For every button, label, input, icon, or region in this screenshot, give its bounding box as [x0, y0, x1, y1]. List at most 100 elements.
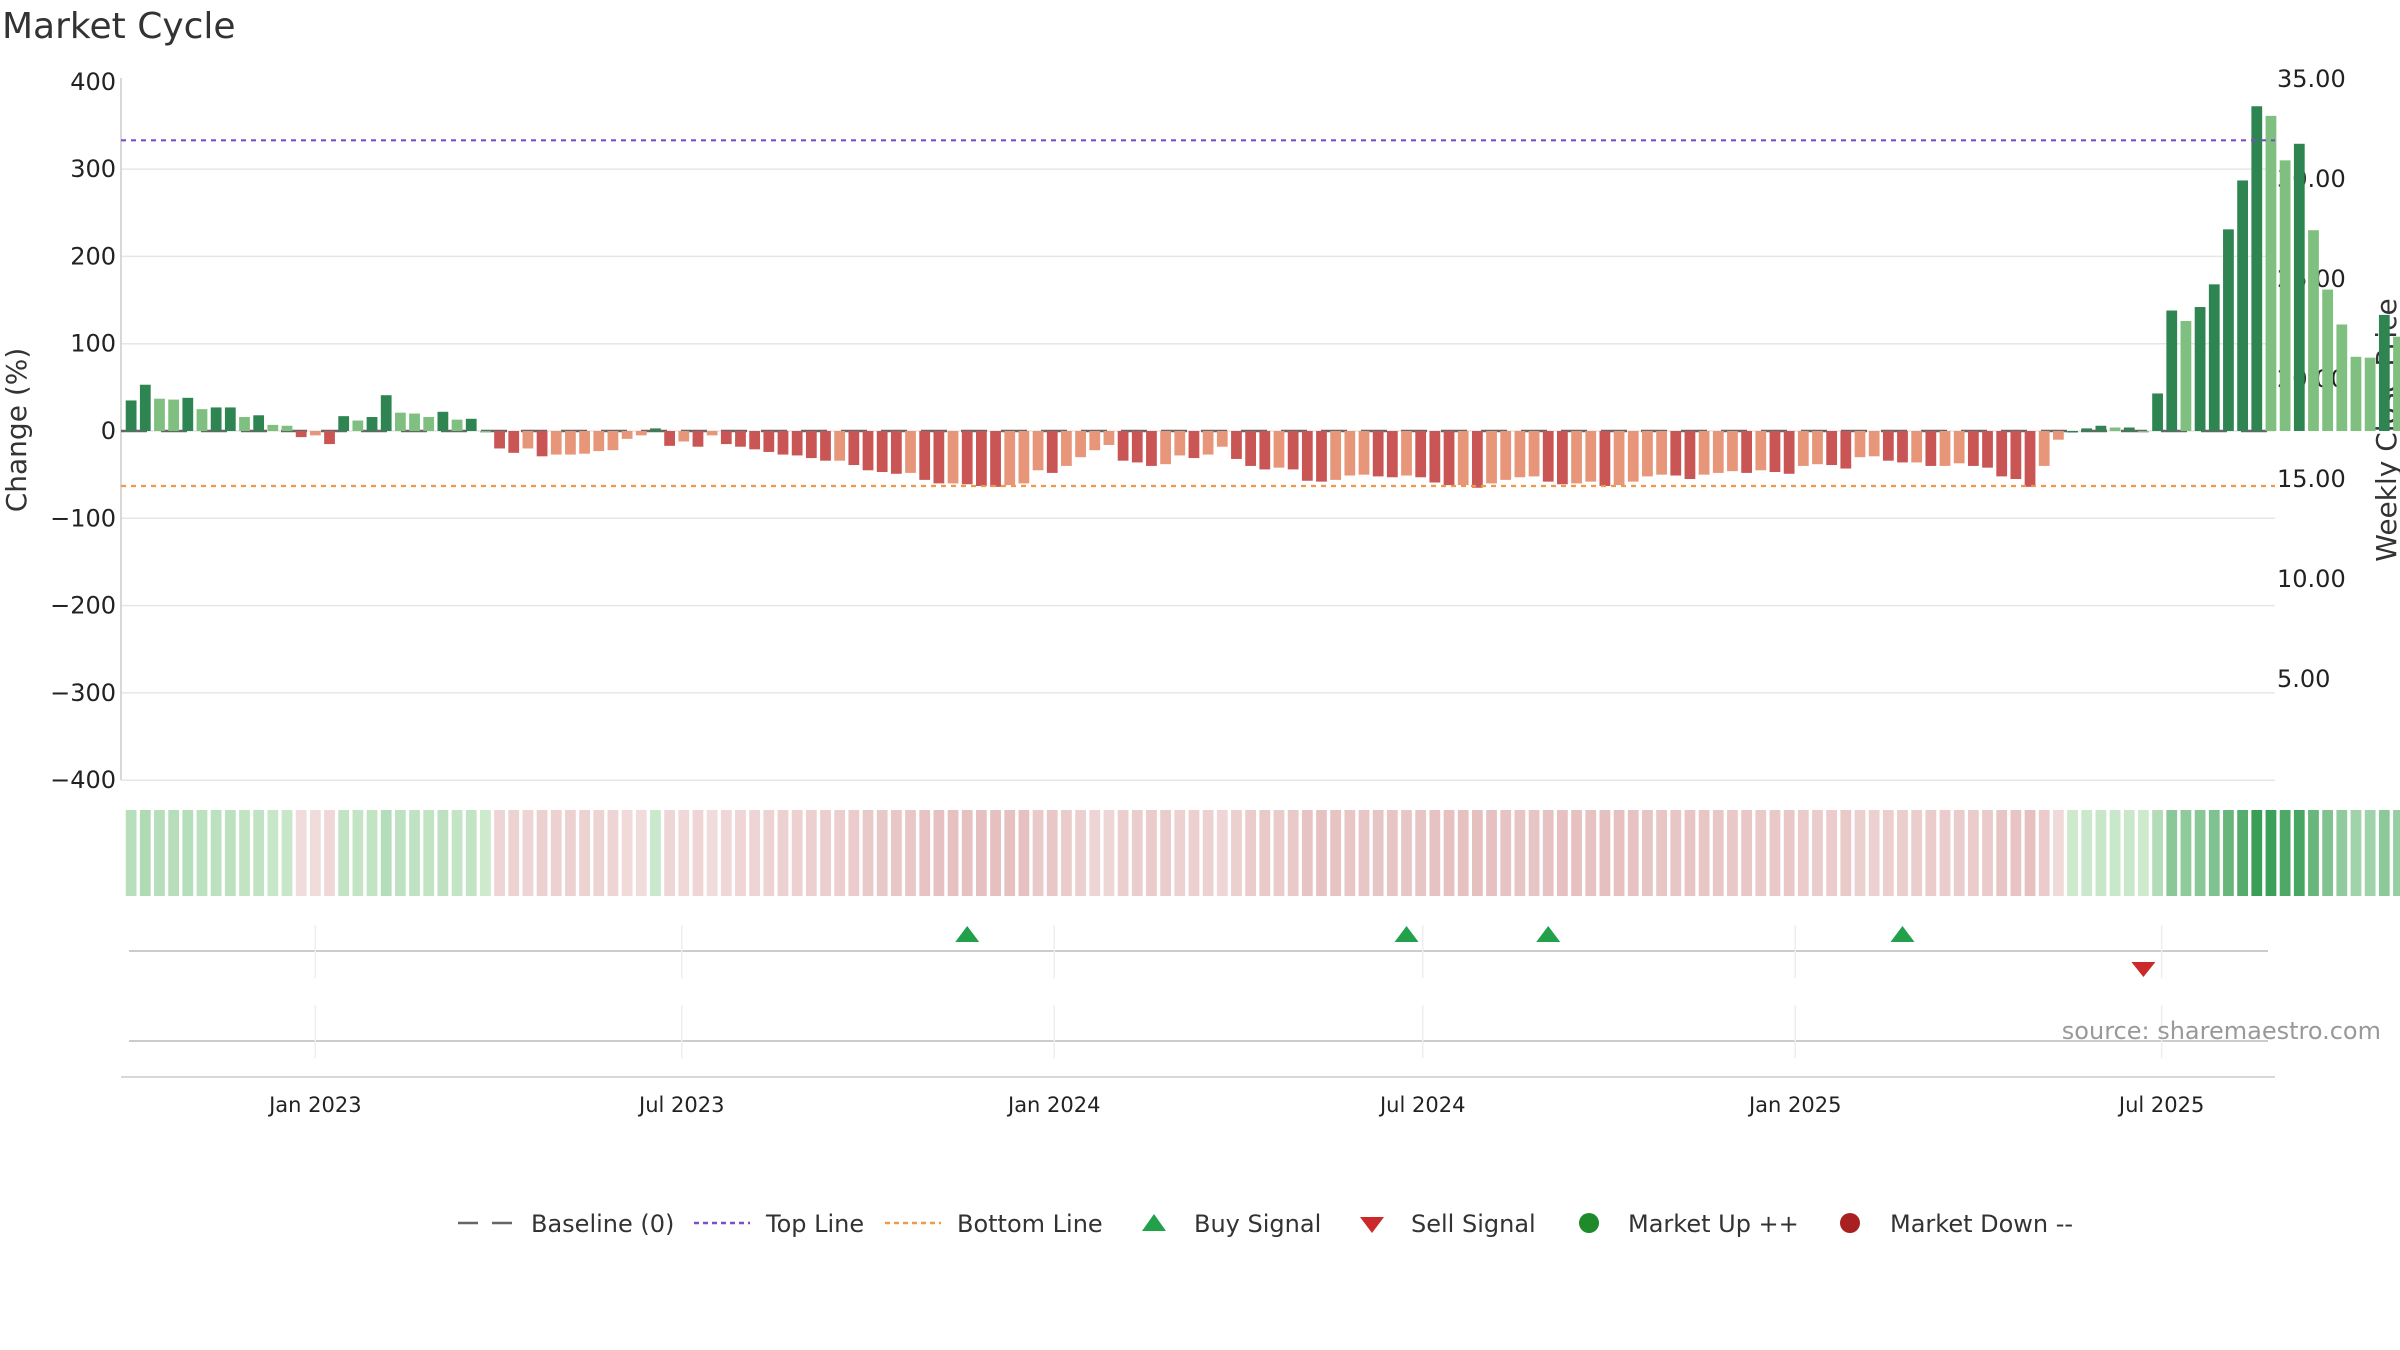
strip-cell: [1075, 810, 1086, 896]
strip-cell: [1245, 810, 1257, 896]
bar: [295, 431, 307, 438]
strip-cell: [1202, 810, 1214, 896]
bar: [2152, 393, 2163, 431]
bar: [862, 431, 874, 471]
bar: [2223, 229, 2234, 431]
bar: [1386, 431, 1398, 478]
strip-cell: [678, 810, 690, 896]
bar: [1684, 431, 1696, 480]
bar: [1868, 431, 1880, 457]
strip-cell: [2152, 810, 2163, 896]
strip-cell: [536, 810, 548, 896]
strip-cell: [1401, 810, 1412, 896]
strip-cell: [1967, 810, 1979, 896]
strip-cell: [990, 810, 1001, 896]
strip-cell: [1216, 810, 1228, 896]
strip-cell: [168, 810, 180, 896]
buy-signal-marker: [1536, 926, 1561, 942]
bar: [1500, 431, 1512, 480]
bar: [1443, 431, 1455, 486]
strip-cell: [1670, 810, 1682, 896]
bar: [1670, 431, 1682, 476]
strip-cell: [621, 810, 633, 896]
strip-cell: [1344, 810, 1356, 896]
strip-cell: [1514, 810, 1526, 896]
strip-cell: [1854, 810, 1866, 896]
chart-title: Market Cycle: [2, 6, 236, 47]
x-tick-label: Jul 2023: [637, 1093, 724, 1117]
bar: [1712, 431, 1724, 473]
bar: [706, 431, 718, 436]
bar: [494, 431, 505, 449]
strip-cell: [1146, 810, 1157, 896]
strip-cell: [1103, 810, 1115, 896]
strip-cell: [522, 810, 534, 896]
strip-cell: [635, 810, 647, 896]
bar: [423, 417, 435, 431]
strip-cell: [1939, 810, 1951, 896]
bar: [2194, 307, 2206, 431]
bar: [1216, 431, 1228, 447]
bar: [1075, 431, 1086, 458]
legend-item: Sell Signal: [1360, 1210, 1536, 1238]
strip-cell: [706, 810, 718, 896]
legend-label: Sell Signal: [1411, 1210, 1536, 1238]
strip-cell: [565, 810, 576, 896]
bar: [1939, 431, 1951, 466]
bar: [1627, 431, 1639, 482]
strip-cell: [2279, 810, 2291, 896]
bar: [2053, 431, 2064, 440]
legend-label: Buy Signal: [1194, 1210, 1321, 1238]
bar: [2393, 336, 2400, 431]
strip-cell: [1712, 810, 1724, 896]
bar: [2322, 289, 2334, 431]
legend-market-up-icon: [1579, 1213, 1599, 1233]
strip-cell: [1471, 810, 1483, 896]
strip-cell: [508, 810, 520, 896]
x-tick-label: Jan 2025: [1747, 1093, 1842, 1117]
bar: [210, 407, 222, 431]
bar: [1117, 431, 1129, 461]
strip-cell: [876, 810, 888, 896]
bar: [933, 431, 945, 484]
legend-label: Market Down --: [1890, 1210, 2073, 1238]
y2-tick-label: 35.00: [2277, 65, 2346, 93]
strip-cell: [2223, 810, 2234, 896]
strip-cell: [465, 810, 477, 896]
bar: [2208, 284, 2220, 431]
strip-cell: [224, 810, 236, 896]
strip-cell: [1868, 810, 1880, 896]
y-tick-label: 0: [101, 417, 116, 445]
bar: [2138, 431, 2149, 433]
bar: [2350, 356, 2362, 431]
buy-signal-marker: [1890, 926, 1915, 942]
bar: [1174, 431, 1186, 456]
y2-tick-label: 10.00: [2277, 565, 2346, 593]
legend-item: Top Line: [694, 1210, 864, 1238]
bar: [735, 431, 746, 447]
strip-cell: [281, 810, 293, 896]
strip-cell: [607, 810, 619, 896]
bar: [2251, 106, 2263, 431]
bar: [1301, 431, 1313, 481]
strip-cell: [1783, 810, 1795, 896]
bar: [196, 409, 208, 431]
y-tick-label: 200: [70, 242, 116, 270]
bar: [168, 399, 180, 431]
strip-cell: [1131, 810, 1143, 896]
bar: [1528, 431, 1540, 477]
bar: [1358, 431, 1370, 475]
bar: [1046, 431, 1058, 473]
strip-cell: [2138, 810, 2149, 896]
bar: [905, 431, 916, 473]
strip-cell: [1160, 810, 1171, 896]
strip-cell: [139, 810, 151, 896]
bar: [380, 395, 392, 431]
bar: [451, 419, 463, 431]
bar: [1188, 431, 1200, 459]
bar: [1727, 431, 1738, 472]
strip-cell: [905, 810, 916, 896]
y-tick-label: −400: [50, 766, 116, 794]
bar: [394, 412, 406, 431]
bar: [834, 431, 846, 461]
